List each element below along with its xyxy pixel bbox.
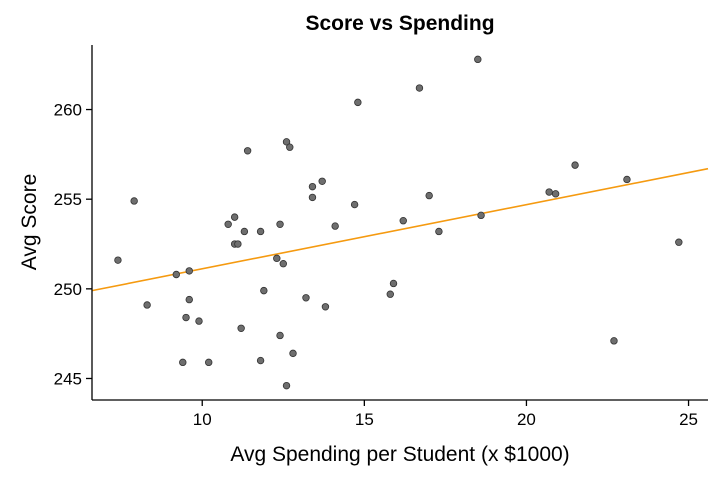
- data-point: [308, 182, 317, 191]
- data-point: [415, 84, 424, 92]
- data-point: [551, 190, 560, 198]
- data-point: [205, 358, 213, 367]
- data-point: [273, 254, 281, 263]
- data-point: [256, 227, 265, 236]
- data-point: [185, 295, 193, 304]
- y-tick-label: 260: [54, 101, 82, 120]
- x-tick-label: 10: [193, 410, 212, 429]
- data-point: [545, 188, 553, 196]
- data-point: [237, 324, 245, 332]
- data-point: [289, 349, 297, 358]
- data-point: [610, 337, 618, 345]
- data-point: [179, 358, 187, 367]
- data-point: [425, 191, 433, 200]
- data-point: [389, 279, 398, 288]
- trend-line: [91, 167, 709, 292]
- data-point: [279, 260, 287, 268]
- data-point: [386, 290, 394, 298]
- data-point: [276, 331, 284, 340]
- chart-title: Score vs Spending: [305, 12, 494, 35]
- data-point: [474, 55, 482, 64]
- data-point: [477, 211, 485, 220]
- data-point: [224, 220, 232, 228]
- data-point: [571, 161, 579, 169]
- y-axis-ticks: 245 250 255 260: [54, 101, 92, 388]
- y-tick-label: 250: [54, 280, 82, 299]
- data-point: [302, 294, 310, 302]
- data-point: [130, 197, 138, 205]
- data-point: [675, 238, 683, 246]
- data-point: [230, 213, 239, 221]
- data-point: [143, 301, 151, 309]
- data-point: [195, 317, 203, 325]
- data-point: [256, 356, 265, 365]
- x-tick-label: 20: [517, 410, 536, 429]
- data-point: [114, 256, 122, 264]
- data-point: [276, 220, 284, 228]
- data-point: [399, 217, 407, 225]
- x-axis-ticks: 10 15 20 25: [193, 400, 698, 429]
- data-point: [234, 240, 242, 248]
- data-point: [282, 381, 291, 390]
- data-point: [240, 227, 249, 236]
- data-point: [435, 227, 443, 236]
- y-tick-label: 245: [54, 369, 82, 388]
- x-tick-label: 15: [355, 410, 374, 429]
- data-point: [243, 147, 252, 155]
- data-point: [172, 270, 180, 279]
- data-point: [185, 267, 193, 275]
- x-tick-label: 25: [679, 410, 698, 429]
- data-point: [321, 303, 330, 311]
- data-point: [318, 177, 326, 185]
- y-tick-label: 255: [54, 190, 82, 209]
- plot-area: 10 15 20 25 245 250 255 260: [54, 45, 709, 429]
- data-point: [260, 286, 268, 295]
- data-point: [331, 222, 339, 230]
- data-point: [350, 200, 359, 209]
- data-point: [354, 98, 362, 107]
- scatter-points: [114, 55, 683, 390]
- data-point: [286, 143, 294, 151]
- data-point: [308, 193, 317, 202]
- x-axis-label: Avg Spending per Student (x $1000): [230, 443, 569, 466]
- data-point: [182, 313, 190, 322]
- data-point: [282, 138, 291, 146]
- y-axis-label: Avg Score: [18, 174, 41, 271]
- data-point: [623, 175, 631, 184]
